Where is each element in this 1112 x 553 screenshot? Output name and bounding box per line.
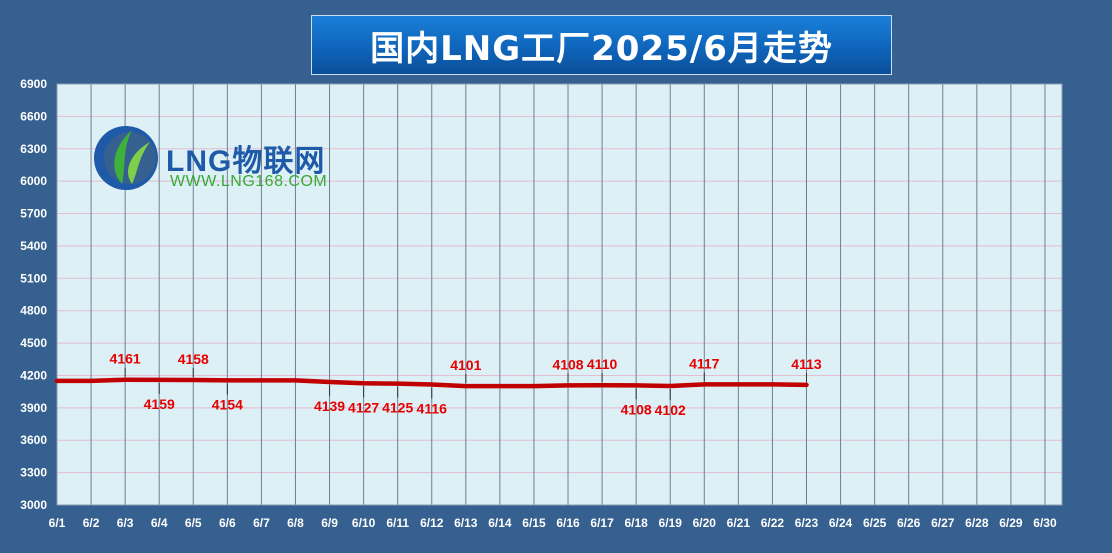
x-tick-label: 6/6 bbox=[219, 516, 236, 530]
data-label: 4108 bbox=[552, 356, 583, 372]
x-tick-label: 6/1 bbox=[49, 516, 66, 530]
x-tick-label: 6/27 bbox=[931, 516, 955, 530]
y-tick-label: 3300 bbox=[20, 466, 47, 480]
data-label: 4116 bbox=[417, 401, 448, 417]
data-label: 4101 bbox=[450, 357, 481, 373]
y-tick-label: 6900 bbox=[20, 77, 47, 91]
x-tick-label: 6/19 bbox=[659, 516, 683, 530]
x-tick-label: 6/30 bbox=[1033, 516, 1057, 530]
x-tick-label: 6/17 bbox=[590, 516, 614, 530]
x-tick-label: 6/2 bbox=[83, 516, 100, 530]
plot-area bbox=[57, 84, 1062, 505]
x-tick-label: 6/12 bbox=[420, 516, 444, 530]
data-label: 4117 bbox=[689, 355, 720, 371]
y-tick-label: 5100 bbox=[20, 271, 47, 285]
x-tick-label: 6/22 bbox=[761, 516, 785, 530]
data-labels: 4161 4159 4158 4154 4139 4127 4125 4116 4101 4108… bbox=[110, 351, 822, 418]
x-tick-label: 6/26 bbox=[897, 516, 921, 530]
x-tick-label: 6/5 bbox=[185, 516, 202, 530]
lng-leaf-logo-icon bbox=[94, 126, 158, 190]
x-tick-label: 6/24 bbox=[829, 516, 853, 530]
y-axis-ticks: 3000 3300 3600 3900 4200 4500 4800 5100 5400 5700… bbox=[20, 77, 47, 512]
grid-lines bbox=[56, 83, 1063, 506]
x-tick-label: 6/13 bbox=[454, 516, 478, 530]
y-tick-label: 5700 bbox=[20, 207, 47, 221]
data-label: 4127 bbox=[348, 399, 379, 415]
x-tick-label: 6/18 bbox=[624, 516, 648, 530]
y-tick-label: 5400 bbox=[20, 239, 47, 253]
chart-title: 国内LNG工厂2025/6月走势 bbox=[370, 28, 833, 69]
data-label: 4158 bbox=[178, 351, 209, 367]
logo-url-text: WWW.LNG168.COM bbox=[170, 173, 328, 190]
logo-brand-text: LNG物联网 bbox=[166, 145, 326, 178]
y-tick-label: 6000 bbox=[20, 174, 47, 188]
data-label: 4125 bbox=[382, 400, 413, 416]
y-tick-label: 4500 bbox=[20, 336, 47, 350]
data-label: 4108 bbox=[621, 401, 652, 417]
x-tick-label: 6/21 bbox=[727, 516, 751, 530]
data-label: 4139 bbox=[314, 398, 345, 414]
data-label: 4159 bbox=[144, 396, 175, 412]
y-tick-label: 6600 bbox=[20, 109, 47, 123]
x-axis-ticks: 6/1 6/2 6/3 6/4 6/5 6/6 6/7 6/8 6/9 6/10 6/11 6/12 6… bbox=[49, 516, 1057, 530]
y-tick-label: 3000 bbox=[20, 498, 47, 512]
x-tick-label: 6/15 bbox=[522, 516, 546, 530]
y-tick-label: 6300 bbox=[20, 142, 47, 156]
data-label: 4110 bbox=[587, 356, 618, 372]
x-tick-label: 6/29 bbox=[999, 516, 1023, 530]
x-tick-label: 6/28 bbox=[965, 516, 989, 530]
y-tick-label: 4200 bbox=[20, 368, 47, 382]
x-tick-label: 6/11 bbox=[386, 516, 409, 530]
x-tick-label: 6/8 bbox=[287, 516, 304, 530]
data-label: 4113 bbox=[791, 356, 822, 372]
data-label: 4154 bbox=[212, 396, 243, 412]
x-tick-label: 6/4 bbox=[151, 516, 168, 530]
data-label: 4161 bbox=[110, 351, 141, 367]
x-tick-label: 6/23 bbox=[795, 516, 819, 530]
x-tick-label: 6/20 bbox=[693, 516, 717, 530]
x-tick-label: 6/25 bbox=[863, 516, 887, 530]
plot-border bbox=[56, 83, 1063, 506]
x-tick-label: 6/14 bbox=[488, 516, 512, 530]
x-tick-label: 6/16 bbox=[556, 516, 580, 530]
x-tick-label: 6/9 bbox=[321, 516, 338, 530]
x-tick-label: 6/10 bbox=[352, 516, 376, 530]
lng-logo: LNG物联网 WWW.LNG168.COM bbox=[92, 118, 372, 198]
chart-title-banner: 国内LNG工厂2025/6月走势 bbox=[311, 15, 892, 75]
series-layer bbox=[54, 377, 809, 389]
y-tick-label: 4800 bbox=[20, 304, 47, 318]
y-tick-label: 3600 bbox=[20, 433, 47, 447]
data-label: 4102 bbox=[655, 402, 686, 418]
x-tick-label: 6/3 bbox=[117, 516, 134, 530]
x-tick-label: 6/7 bbox=[253, 516, 270, 530]
y-tick-label: 3900 bbox=[20, 401, 47, 415]
